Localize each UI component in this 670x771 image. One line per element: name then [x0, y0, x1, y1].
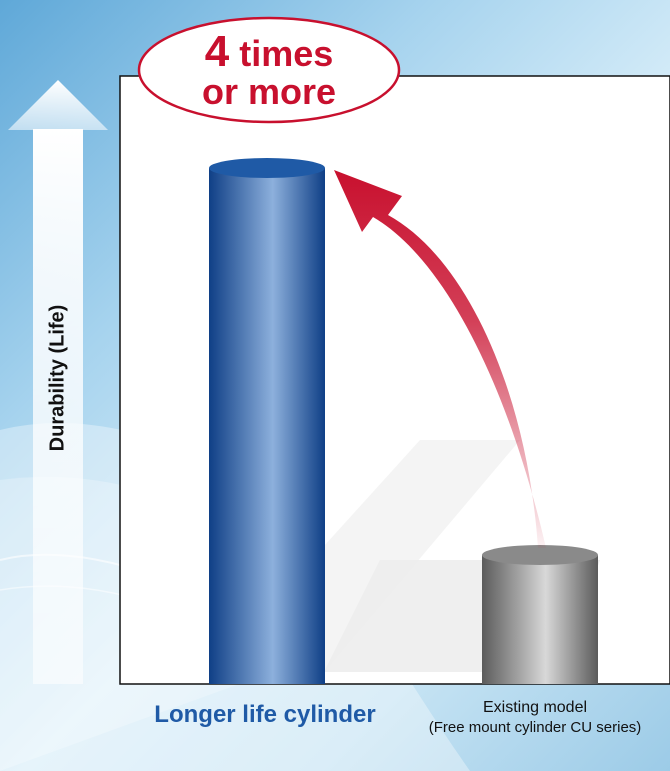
- annotation-line-2: or more: [201, 71, 337, 112]
- annotation-unit: times: [239, 33, 334, 74]
- category-label-1: Longer life cylinder: [154, 701, 376, 728]
- annotation-badge: 4 times or more: [138, 20, 400, 120]
- annotation-number: 4: [204, 27, 230, 76]
- y-axis-label: Durability (Life): [46, 304, 69, 452]
- category-label-2: Existing model (Free mount cylinder CU s…: [420, 697, 650, 738]
- bar-cap: [209, 158, 325, 178]
- bar-body: [482, 555, 598, 684]
- bar-2: [482, 545, 598, 684]
- category-label-2-sub: (Free mount cylinder CU series): [428, 719, 642, 737]
- bar-1: [209, 158, 325, 684]
- annotation-line-1: 4 times: [205, 30, 334, 74]
- bar-cap: [482, 545, 598, 565]
- bar-body: [209, 168, 325, 684]
- category-label-2-main: Existing model: [482, 699, 588, 716]
- axis-up-arrow: [8, 80, 108, 684]
- comparison-arrow: [334, 170, 546, 548]
- annotation-ellipse: [137, 16, 401, 124]
